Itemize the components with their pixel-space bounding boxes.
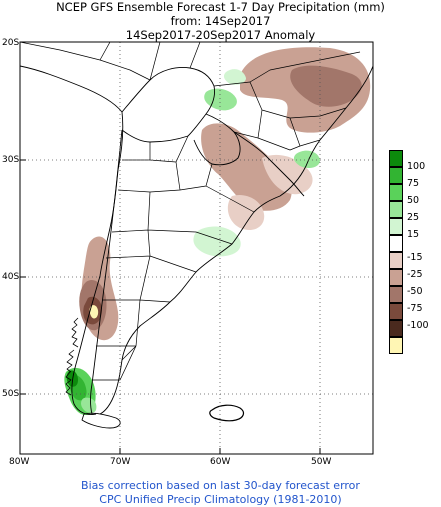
legend-label-50: 50: [407, 195, 420, 206]
lon-label-60w: 60W: [210, 457, 231, 467]
brazil-state-borders: [213, 51, 361, 151]
legend-swatch-75: [389, 167, 403, 184]
country-border-bolivia: [121, 67, 215, 143]
country-outlines: [20, 42, 373, 429]
legend-label-100: 100: [407, 161, 426, 172]
country-border-brazil-argentina: [233, 131, 305, 197]
legend-label-minus-15: -15: [407, 252, 423, 263]
legend-swatch-100: [389, 150, 403, 167]
legend-swatch-minus-50: [389, 286, 403, 303]
wet-anomaly-bolivia: [204, 88, 237, 111]
legend-swatch-25: [389, 201, 403, 218]
lon-label-70w: 70W: [110, 457, 131, 467]
province-borders: [92, 135, 255, 381]
dry-anomaly-pampas: [227, 194, 265, 231]
pacific-coastline: [20, 65, 124, 415]
wet-anomaly-chaco: [193, 226, 241, 257]
lat-label-30s: 30S: [2, 155, 20, 165]
legend-label-75: 75: [407, 178, 420, 189]
country-border-peru: [20, 42, 201, 81]
title-line-1: NCEP GFS Ensemble Forecast 1-7 Day Preci…: [56, 0, 385, 14]
wet-anomaly-atlantic: [293, 150, 320, 168]
legend-swatch-minus-100: [389, 320, 403, 337]
map-content: [20, 42, 373, 454]
map-frame: [19, 41, 374, 455]
legend-label-minus-50: -50: [407, 286, 423, 297]
title-line-3: 14Sep2017-20Sep2017 Anomaly: [125, 28, 316, 42]
legend-swatch-minus-15: [389, 252, 403, 269]
wet-anomaly-north: [223, 69, 246, 85]
country-border-paraguay: [193, 113, 241, 166]
dry-anomaly-paraguay: [201, 123, 292, 211]
lon-label-50w: 50W: [311, 457, 332, 467]
legend-label-minus-100: -100: [407, 320, 429, 331]
legend-label-15: 15: [407, 229, 420, 240]
dry-anomaly-andes-extreme: [89, 305, 99, 319]
legend-swatch-extreme-dry: [389, 337, 403, 354]
title-line-2: from: 14Sep2017: [170, 14, 271, 28]
lon-label-80w: 80W: [9, 457, 30, 467]
legend-swatch-minus-75: [389, 303, 403, 320]
country-border-chile-argentina: [90, 129, 123, 415]
lat-lon-grid: [20, 42, 373, 454]
falkland-islands: [209, 404, 245, 422]
legend-label-minus-75: -75: [407, 303, 423, 314]
lat-label-20s: 20S: [2, 38, 20, 48]
footer-line-1: Bias correction based on last 30-day for…: [81, 479, 360, 492]
axis-ticks: [20, 159, 321, 454]
legend-label-25: 25: [407, 212, 420, 223]
lat-label-50s: 50S: [2, 389, 20, 399]
legend-swatch-15: [389, 218, 403, 235]
chile-fjords: [65, 317, 79, 396]
footer-line-2: CPC Unified Precip Climatology (1981-201…: [99, 493, 342, 506]
legend-swatch-50: [389, 184, 403, 201]
dry-anomaly-brazil-core: [290, 65, 362, 107]
legend-swatch-neutral: [389, 235, 403, 252]
legend-swatch-minus-25: [389, 269, 403, 286]
lat-label-40s: 40S: [2, 272, 20, 282]
legend-label-minus-25: -25: [407, 269, 423, 280]
wet-anomaly-fuego: [81, 397, 97, 413]
tierra-del-fuego: [81, 412, 121, 429]
